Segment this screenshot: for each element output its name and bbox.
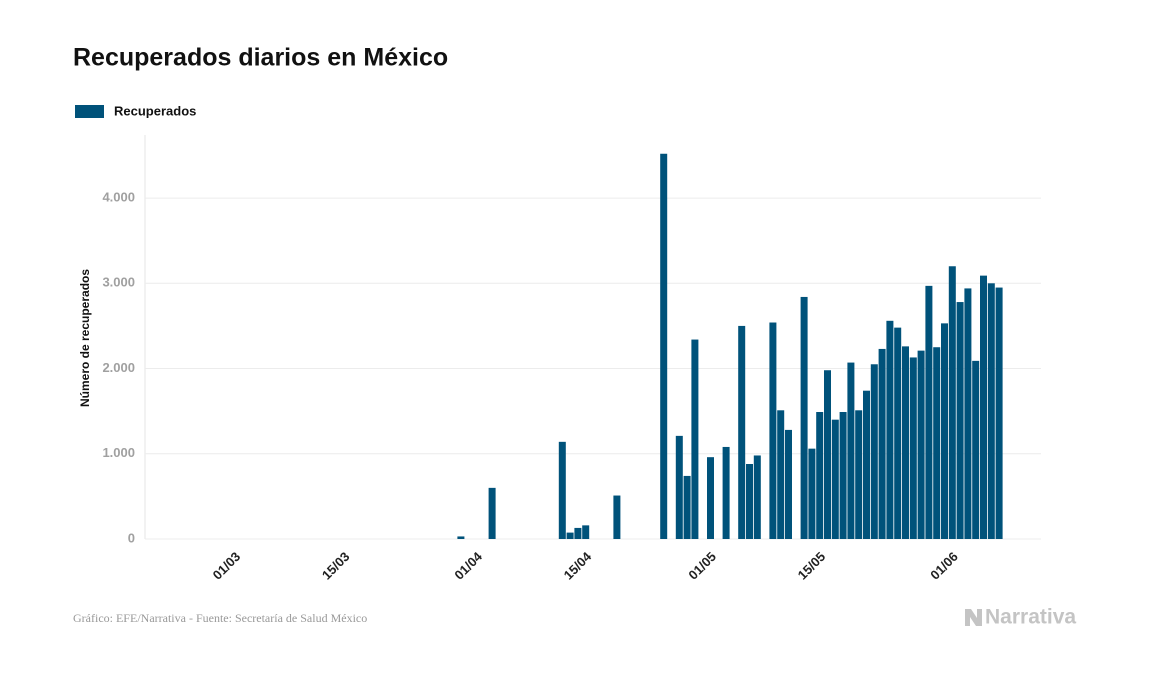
- bar: [769, 322, 777, 539]
- bar: [995, 287, 1003, 539]
- y-tick-label: 0: [128, 530, 135, 545]
- bar: [613, 495, 621, 539]
- bar: [863, 390, 870, 539]
- bar: [886, 320, 894, 539]
- bar: [816, 412, 824, 539]
- bar: [870, 364, 878, 539]
- bar: [558, 441, 566, 539]
- bar: [566, 532, 574, 539]
- bar: [722, 446, 730, 539]
- bar: [808, 448, 816, 539]
- bar: [800, 296, 808, 539]
- bar: [941, 323, 948, 539]
- bar: [660, 153, 668, 540]
- legend-label: Recuperados: [114, 103, 196, 118]
- bar: [980, 275, 987, 539]
- bar: [855, 410, 863, 539]
- y-tick-label: 1.000: [102, 445, 135, 460]
- y-tick-label: 2.000: [102, 360, 135, 375]
- y-tick-label: 4.000: [102, 190, 135, 205]
- bar: [746, 463, 753, 539]
- legend-swatch: [75, 105, 104, 118]
- bar: [738, 325, 746, 539]
- bar: [909, 357, 917, 539]
- bar: [964, 288, 972, 539]
- bar: [707, 457, 714, 539]
- bar: [948, 266, 956, 539]
- bar: [956, 302, 964, 539]
- bar: [933, 347, 941, 539]
- bar: [691, 339, 699, 539]
- chart-title: Recuperados diarios en México: [73, 44, 448, 72]
- bar: [847, 362, 855, 539]
- bar: [917, 350, 925, 539]
- bar: [683, 475, 691, 539]
- bar: [457, 536, 465, 539]
- bar: [972, 360, 980, 539]
- bar: [902, 346, 909, 539]
- bar: [894, 327, 902, 539]
- logo-icon: [965, 609, 982, 626]
- source-note: Gráfico: EFE/Narrativa - Fuente: Secreta…: [73, 611, 367, 625]
- bar: [839, 412, 847, 539]
- y-axis-label: Número de recuperados: [78, 269, 92, 407]
- bar: [777, 410, 785, 539]
- bar: [574, 527, 582, 539]
- bar: [582, 525, 590, 539]
- bar: [753, 455, 761, 539]
- logo-text: Narrativa: [985, 606, 1076, 629]
- bar: [785, 429, 792, 539]
- bar: [878, 348, 886, 539]
- bar: [824, 370, 831, 539]
- y-tick-label: 3.000: [102, 275, 135, 290]
- bar: [925, 285, 933, 539]
- bar: [987, 283, 995, 539]
- bar: [831, 419, 839, 539]
- bar: [675, 435, 683, 539]
- bar: [488, 487, 496, 539]
